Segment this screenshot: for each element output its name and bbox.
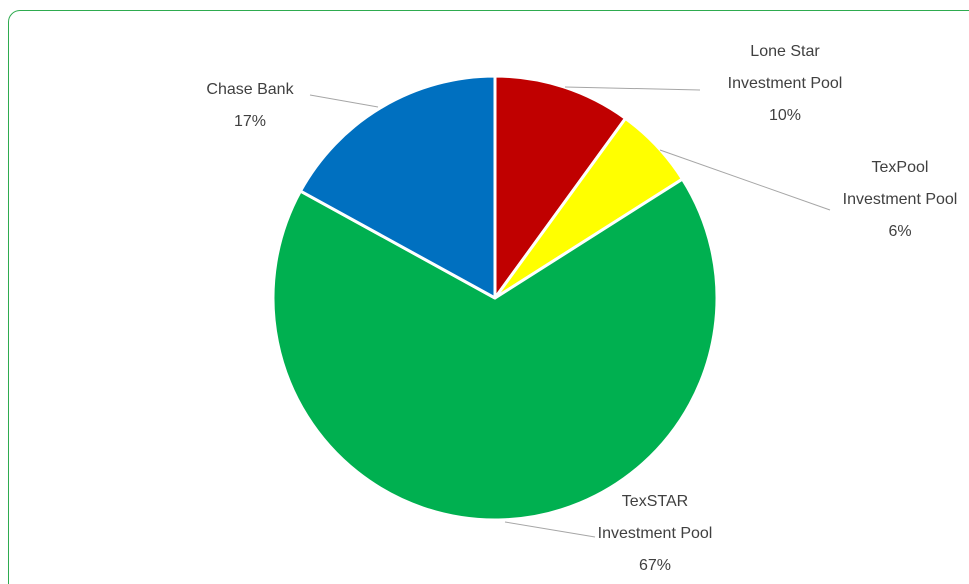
category-label: Lone Star Investment Pool: [727, 43, 843, 92]
leader-line: [659, 149, 831, 211]
leader-line: [504, 521, 596, 538]
category-label: Chase Bank: [206, 81, 294, 98]
value-label: 67%: [638, 557, 672, 574]
pie-slice: [298, 74, 497, 300]
value-label: 10%: [768, 107, 802, 124]
value-label: 6%: [888, 223, 912, 240]
data-label: Lone Star Investment Pool 10%: [717, 36, 853, 132]
pie-slice: [493, 74, 627, 300]
category-label: TexPool Investment Pool: [842, 159, 958, 208]
leader-line: [309, 94, 379, 108]
leader-line: [564, 86, 701, 91]
value-label: 17%: [233, 113, 267, 130]
category-label: TexSTAR Investment Pool: [597, 493, 713, 542]
pie-slice: [271, 177, 719, 522]
chart-frame: [8, 10, 969, 584]
data-label: Chase Bank 17%: [182, 74, 318, 138]
data-label: TexSTAR Investment Pool 67%: [587, 486, 723, 582]
data-label: TexPool Investment Pool 6%: [832, 152, 968, 248]
